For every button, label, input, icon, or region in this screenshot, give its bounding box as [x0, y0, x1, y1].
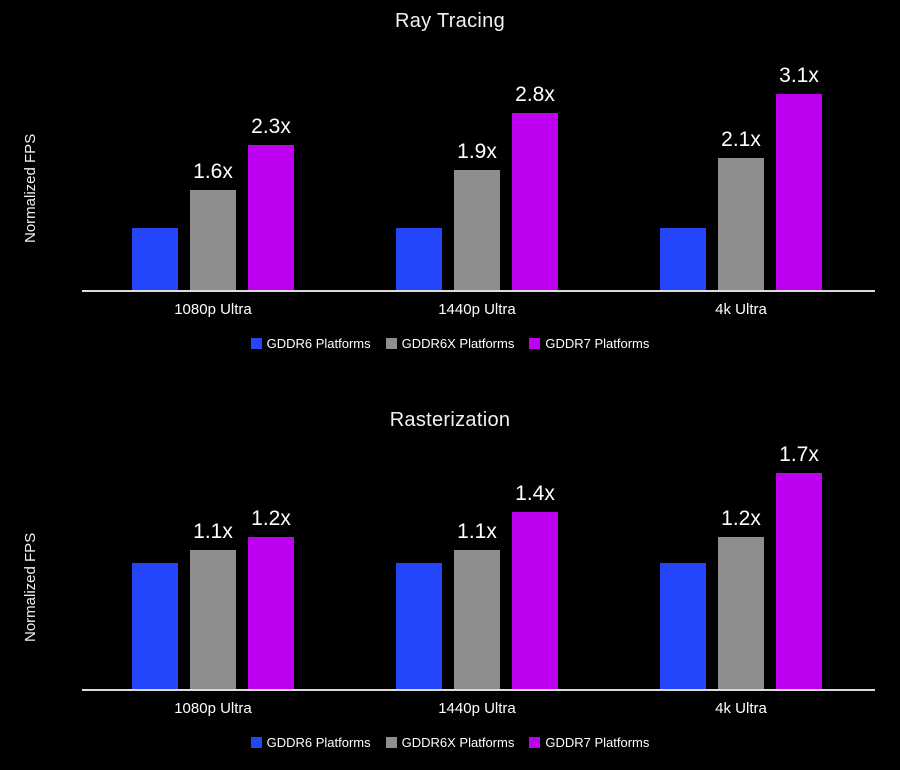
legend-label: GDDR7 Platforms — [545, 735, 650, 750]
legend: GDDR6 Platforms GDDR6X Platforms GDDR7 Pla… — [0, 735, 900, 750]
chart-title: Rasterization — [389, 409, 511, 431]
rasterization-chart: Rasterization 1.1x 1.2x 1.1x 1.4x 1.2x 1.7x N… — [0, 399, 900, 764]
category-label-1440p-ultra: 1440p Ultra — [438, 301, 516, 318]
bar-gddr7-platforms-1440p-ultra — [512, 511, 558, 691]
bar-gddr7-platforms-4k-ultra — [776, 473, 822, 691]
bar-value-label: 2.8x — [515, 82, 555, 106]
legend-swatch-icon — [385, 737, 397, 748]
bar-gddr6x-platforms-1440p-ultra — [454, 170, 500, 292]
legend-swatch-icon — [385, 338, 397, 349]
bar-value-label: 3.1x — [779, 63, 819, 87]
legend-item-gddr6x-platforms: GDDR6X Platforms — [385, 336, 515, 351]
bar-value-label: 2.3x — [251, 114, 291, 138]
legend-label: GDDR6 Platforms — [266, 735, 371, 750]
bar-gddr6-platforms-4k-ultra — [660, 228, 706, 292]
bar-value-label: 1.4x — [515, 481, 555, 505]
bar-value-label: 1.9x — [457, 140, 497, 164]
legend-swatch-icon — [250, 338, 262, 349]
y-axis-label: Normalized FPS — [22, 532, 39, 642]
bar-value-label: 1.6x — [193, 159, 233, 183]
category-label-1440p-ultra: 1440p Ultra — [438, 700, 516, 717]
bar-gddr7-platforms-1440p-ultra — [512, 112, 558, 292]
bar-value-label: 2.1x — [721, 127, 761, 151]
bar-gddr6x-platforms-1080p-ultra — [190, 189, 236, 292]
legend-swatch-icon — [529, 737, 541, 748]
bar-gddr6-platforms-1440p-ultra — [396, 228, 442, 292]
legend-item-gddr7-platforms: GDDR7 Platforms — [529, 336, 649, 351]
bar-value-label: 1.2x — [721, 507, 761, 531]
legend-label: GDDR7 Platforms — [545, 336, 650, 351]
legend-label: GDDR6 Platforms — [266, 336, 371, 351]
bar-value-label: 1.7x — [779, 443, 819, 467]
legend-label: GDDR6X Platforms — [401, 336, 515, 351]
bar-gddr7-platforms-4k-ultra — [776, 93, 822, 292]
legend-item-gddr6-platforms: GDDR6 Platforms — [250, 336, 371, 351]
x-axis-line — [82, 689, 875, 691]
chart-title: Ray Tracing — [394, 10, 505, 32]
bar-value-label: 1.2x — [251, 507, 291, 531]
bar-gddr6-platforms-1080p-ultra — [132, 563, 178, 691]
legend-item-gddr7-platforms: GDDR7 Platforms — [529, 735, 649, 750]
bar-gddr6x-platforms-1080p-ultra — [190, 550, 236, 691]
legend-item-gddr6-platforms: GDDR6 Platforms — [250, 735, 371, 750]
bar-gddr6-platforms-4k-ultra — [660, 563, 706, 691]
category-label-4k-ultra: 4k Ultra — [715, 700, 767, 717]
legend-swatch-icon — [250, 737, 262, 748]
category-label-1080p-ultra: 1080p Ultra — [174, 700, 252, 717]
bar-value-label: 1.1x — [193, 520, 233, 544]
bar-gddr6x-platforms-1440p-ultra — [454, 550, 500, 691]
category-label-4k-ultra: 4k Ultra — [715, 301, 767, 318]
bar-gddr6-platforms-1440p-ultra — [396, 563, 442, 691]
bar-value-label: 1.1x — [457, 520, 497, 544]
legend: GDDR6 Platforms GDDR6X Platforms GDDR7 Pla… — [0, 336, 900, 351]
legend-item-gddr6x-platforms: GDDR6X Platforms — [385, 735, 515, 750]
plot-area: 1.6x 2.3x 1.9x 2.8x 2.1x 3.1x — [0, 0, 900, 292]
bar-gddr6x-platforms-4k-ultra — [718, 537, 764, 691]
bar-gddr6x-platforms-4k-ultra — [718, 157, 764, 292]
ray-tracing-chart: Ray Tracing 1.6x 2.3x 1.9x 2.8x 2.1x 3.1x Nor… — [0, 0, 900, 365]
bar-gddr7-platforms-1080p-ultra — [248, 144, 294, 292]
x-axis-line — [82, 290, 875, 292]
legend-label: GDDR6X Platforms — [401, 735, 515, 750]
category-label-1080p-ultra: 1080p Ultra — [174, 301, 252, 318]
bar-gddr7-platforms-1080p-ultra — [248, 537, 294, 691]
legend-swatch-icon — [529, 338, 541, 349]
bar-gddr6-platforms-1080p-ultra — [132, 228, 178, 292]
plot-area: 1.1x 1.2x 1.1x 1.4x 1.2x 1.7x — [0, 399, 900, 691]
y-axis-label: Normalized FPS — [22, 133, 39, 243]
